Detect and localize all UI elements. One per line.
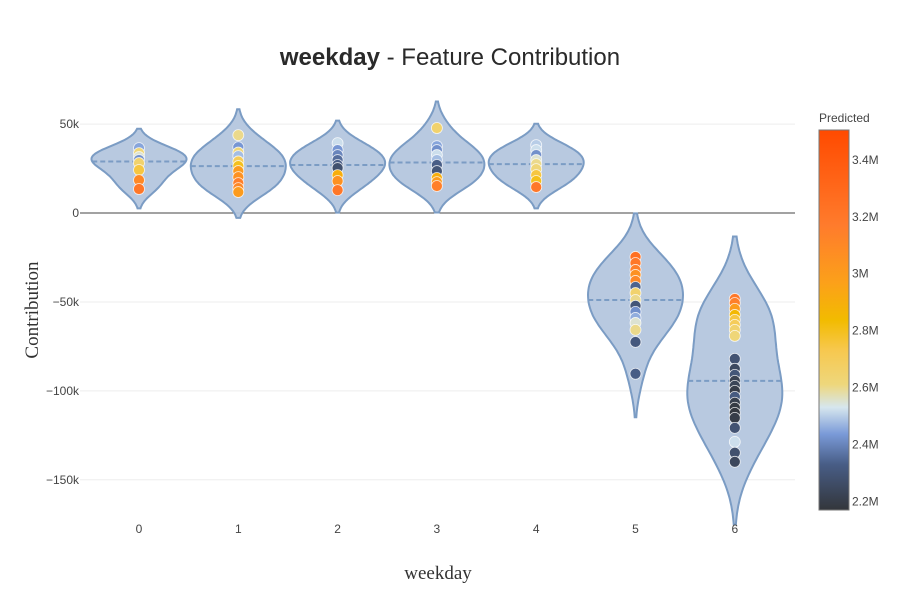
data-point[interactable] — [629, 323, 642, 336]
colorbar-title: Predicted — [819, 111, 870, 125]
colorbar-tick-label: 2.4M — [852, 438, 879, 452]
chart-title-feature: weekday — [279, 44, 380, 71]
colorbar-gradient — [818, 129, 850, 511]
data-point[interactable] — [728, 455, 741, 468]
x-tick-label: 2 — [334, 522, 341, 536]
data-point[interactable] — [430, 180, 443, 192]
colorbar-tick-label: 3M — [852, 267, 869, 281]
colorbar: Predicted 2.2M 2.4M 2.6M 2.8M 3M 3.2M 3.4M — [818, 111, 879, 511]
colorbar-tick-label: 2.8M — [852, 324, 879, 338]
x-tick-label: 5 — [632, 522, 639, 536]
data-point[interactable] — [728, 330, 741, 342]
y-tick-label: −100k — [46, 384, 80, 398]
y-tick-label: 50k — [60, 117, 80, 131]
data-point[interactable] — [728, 421, 741, 434]
chart-title-rest: - Feature Contribution — [379, 44, 621, 71]
y-axis-label: Contribution — [22, 261, 43, 359]
data-point[interactable] — [232, 129, 245, 142]
x-tick-label: 0 — [136, 522, 143, 536]
data-point[interactable] — [728, 352, 741, 365]
y-tick-label: −50k — [53, 295, 80, 309]
x-axis-label: weekday — [404, 563, 472, 584]
y-tick-label: −150k — [46, 473, 80, 487]
data-point[interactable] — [629, 367, 642, 380]
colorbar-tick-label: 3.2M — [852, 210, 879, 224]
data-point[interactable] — [430, 122, 443, 134]
data-point[interactable] — [331, 184, 344, 196]
colorbar-tick-label: 2.2M — [852, 494, 879, 508]
data-point[interactable] — [629, 336, 642, 348]
x-tick-label: 3 — [434, 522, 441, 536]
violin-1[interactable] — [189, 108, 287, 219]
data-point[interactable] — [728, 435, 741, 448]
violin-2[interactable] — [289, 119, 387, 214]
x-tick-label: 1 — [235, 522, 242, 536]
violin-4[interactable] — [487, 122, 585, 210]
violin-0[interactable] — [90, 127, 188, 210]
data-point[interactable] — [530, 181, 543, 193]
colorbar-tick-label: 3.4M — [852, 153, 879, 167]
violin-5[interactable] — [586, 212, 685, 419]
violin-3[interactable] — [388, 100, 486, 214]
colorbar-tick-label: 2.6M — [852, 381, 879, 395]
chart-title: weekday - Feature Contribution — [0, 44, 900, 72]
x-tick-label: 6 — [731, 522, 738, 536]
data-point[interactable] — [133, 164, 145, 176]
violin-6[interactable] — [686, 235, 784, 526]
x-tick-label: 4 — [533, 522, 540, 536]
data-point[interactable] — [728, 411, 741, 424]
data-point[interactable] — [232, 186, 245, 198]
y-tick-label: 0 — [72, 206, 79, 220]
data-point[interactable] — [133, 183, 145, 195]
